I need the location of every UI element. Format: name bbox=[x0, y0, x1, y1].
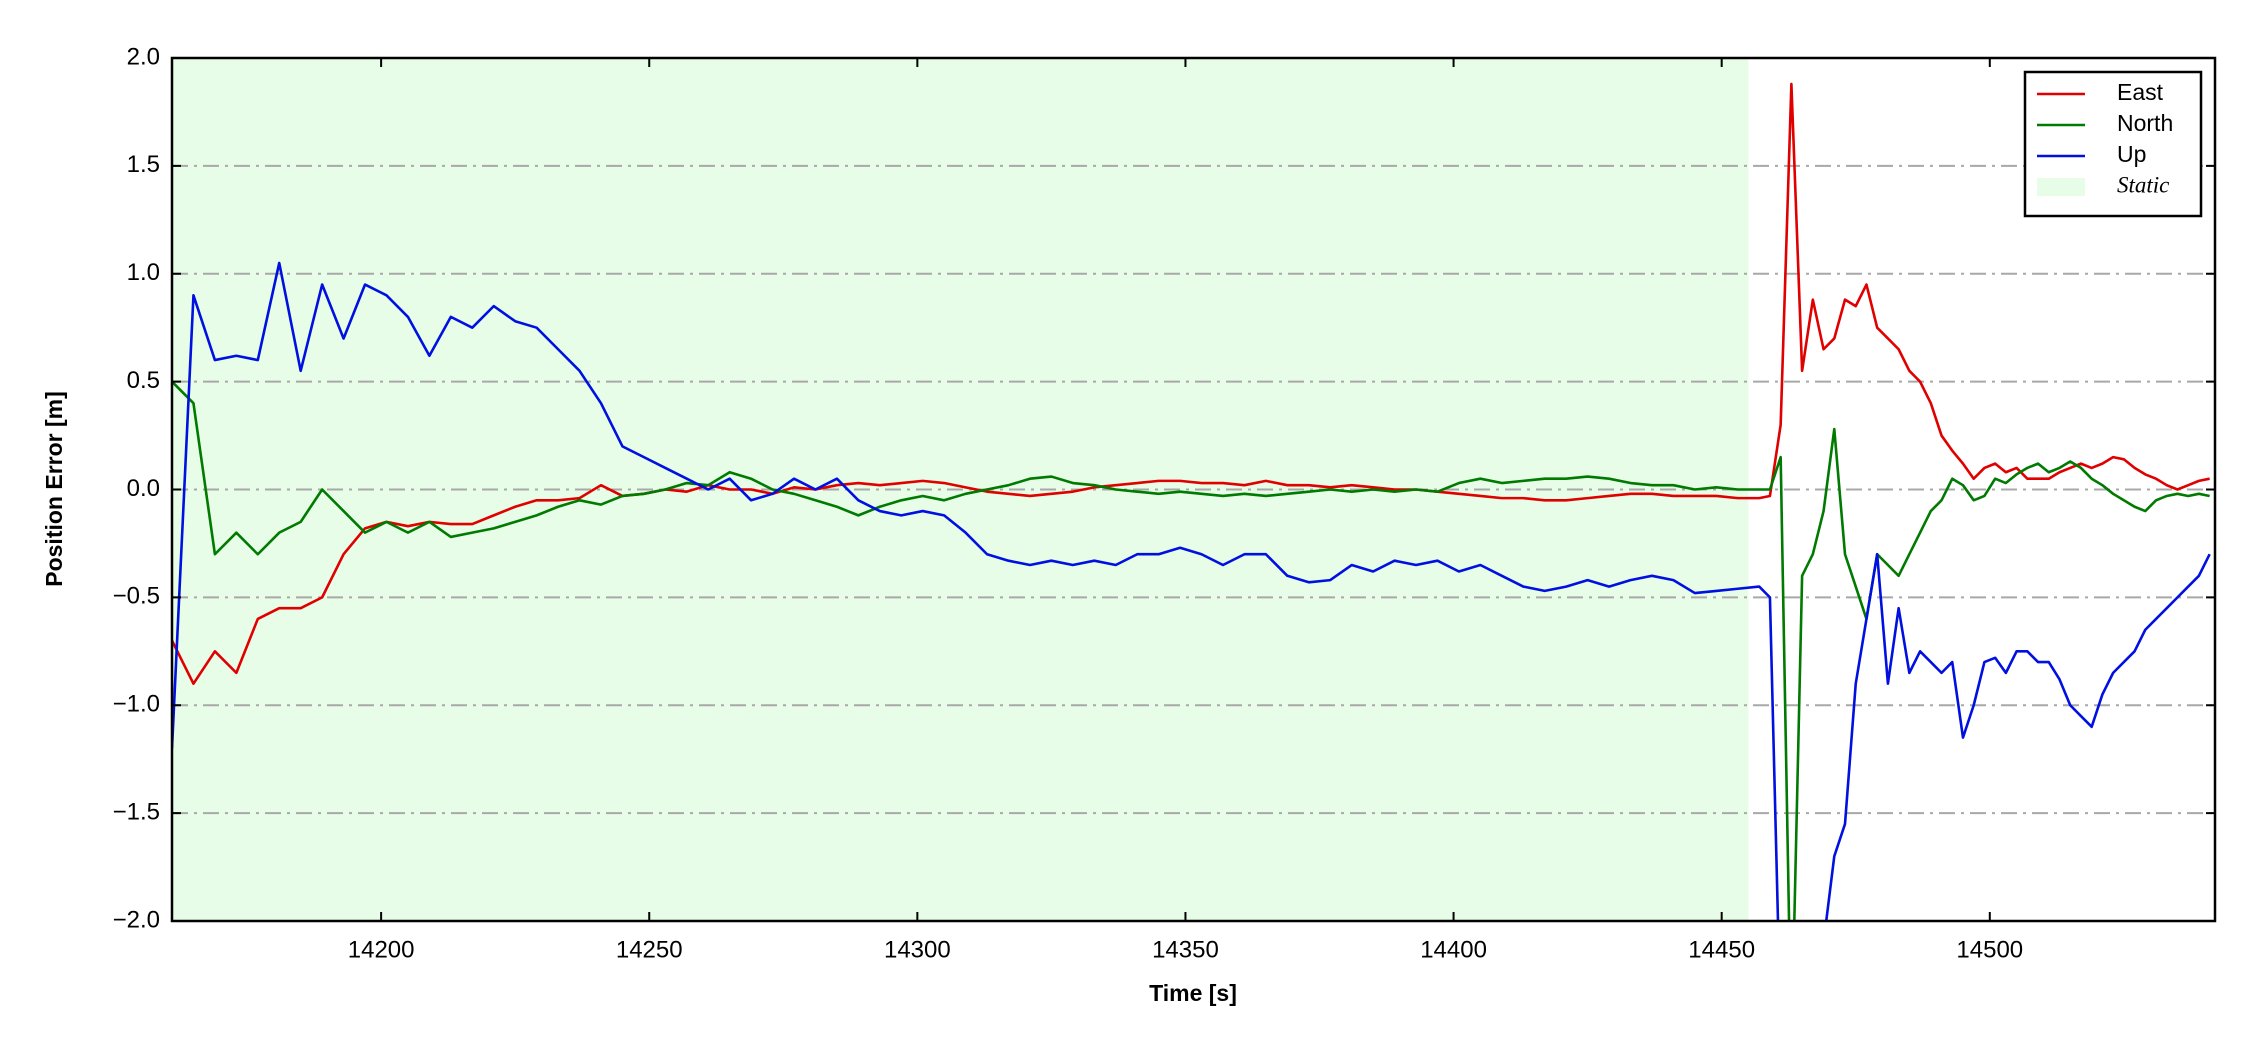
y-tick-label: −1.5 bbox=[113, 798, 160, 825]
legend-label: North bbox=[2117, 110, 2173, 136]
x-tick-label: 14450 bbox=[1688, 936, 1755, 963]
y-tick-label: −1.0 bbox=[113, 691, 160, 718]
x-tick-label: 14250 bbox=[616, 936, 683, 963]
x-tick-label: 14300 bbox=[884, 936, 951, 963]
y-tick-label: −2.0 bbox=[113, 906, 160, 933]
legend-label: East bbox=[2117, 79, 2164, 105]
legend-label: Static bbox=[2117, 172, 2169, 197]
series-line bbox=[172, 380, 2210, 921]
y-axis-label: Position Error [m] bbox=[41, 391, 67, 587]
y-tick-label: 0.0 bbox=[127, 475, 160, 502]
x-tick-label: 14200 bbox=[348, 936, 415, 963]
x-tick-label: 14400 bbox=[1420, 936, 1487, 963]
y-tick-label: 2.0 bbox=[127, 43, 160, 70]
x-tick-label: 14350 bbox=[1152, 936, 1219, 963]
x-axis-label: Time [s] bbox=[1149, 980, 1237, 1006]
legend: East North Up Static bbox=[2023, 70, 2203, 218]
y-tick-label: 1.0 bbox=[127, 259, 160, 286]
y-tick-label: −0.5 bbox=[113, 583, 160, 610]
x-tick-label: 14500 bbox=[1956, 936, 2023, 963]
legend-label: Up bbox=[2117, 141, 2146, 167]
y-tick-label: 1.5 bbox=[127, 151, 160, 178]
axes-layer: −2.0 −1.5 −1.0 −0.5 0.0 0.5 1.0 1.5 2.0 14200 1425… bbox=[113, 43, 2215, 963]
legend-swatch bbox=[2037, 178, 2085, 196]
series-line bbox=[172, 261, 2211, 921]
y-tick-label: 0.5 bbox=[127, 367, 160, 394]
lines-layer bbox=[172, 82, 2211, 921]
